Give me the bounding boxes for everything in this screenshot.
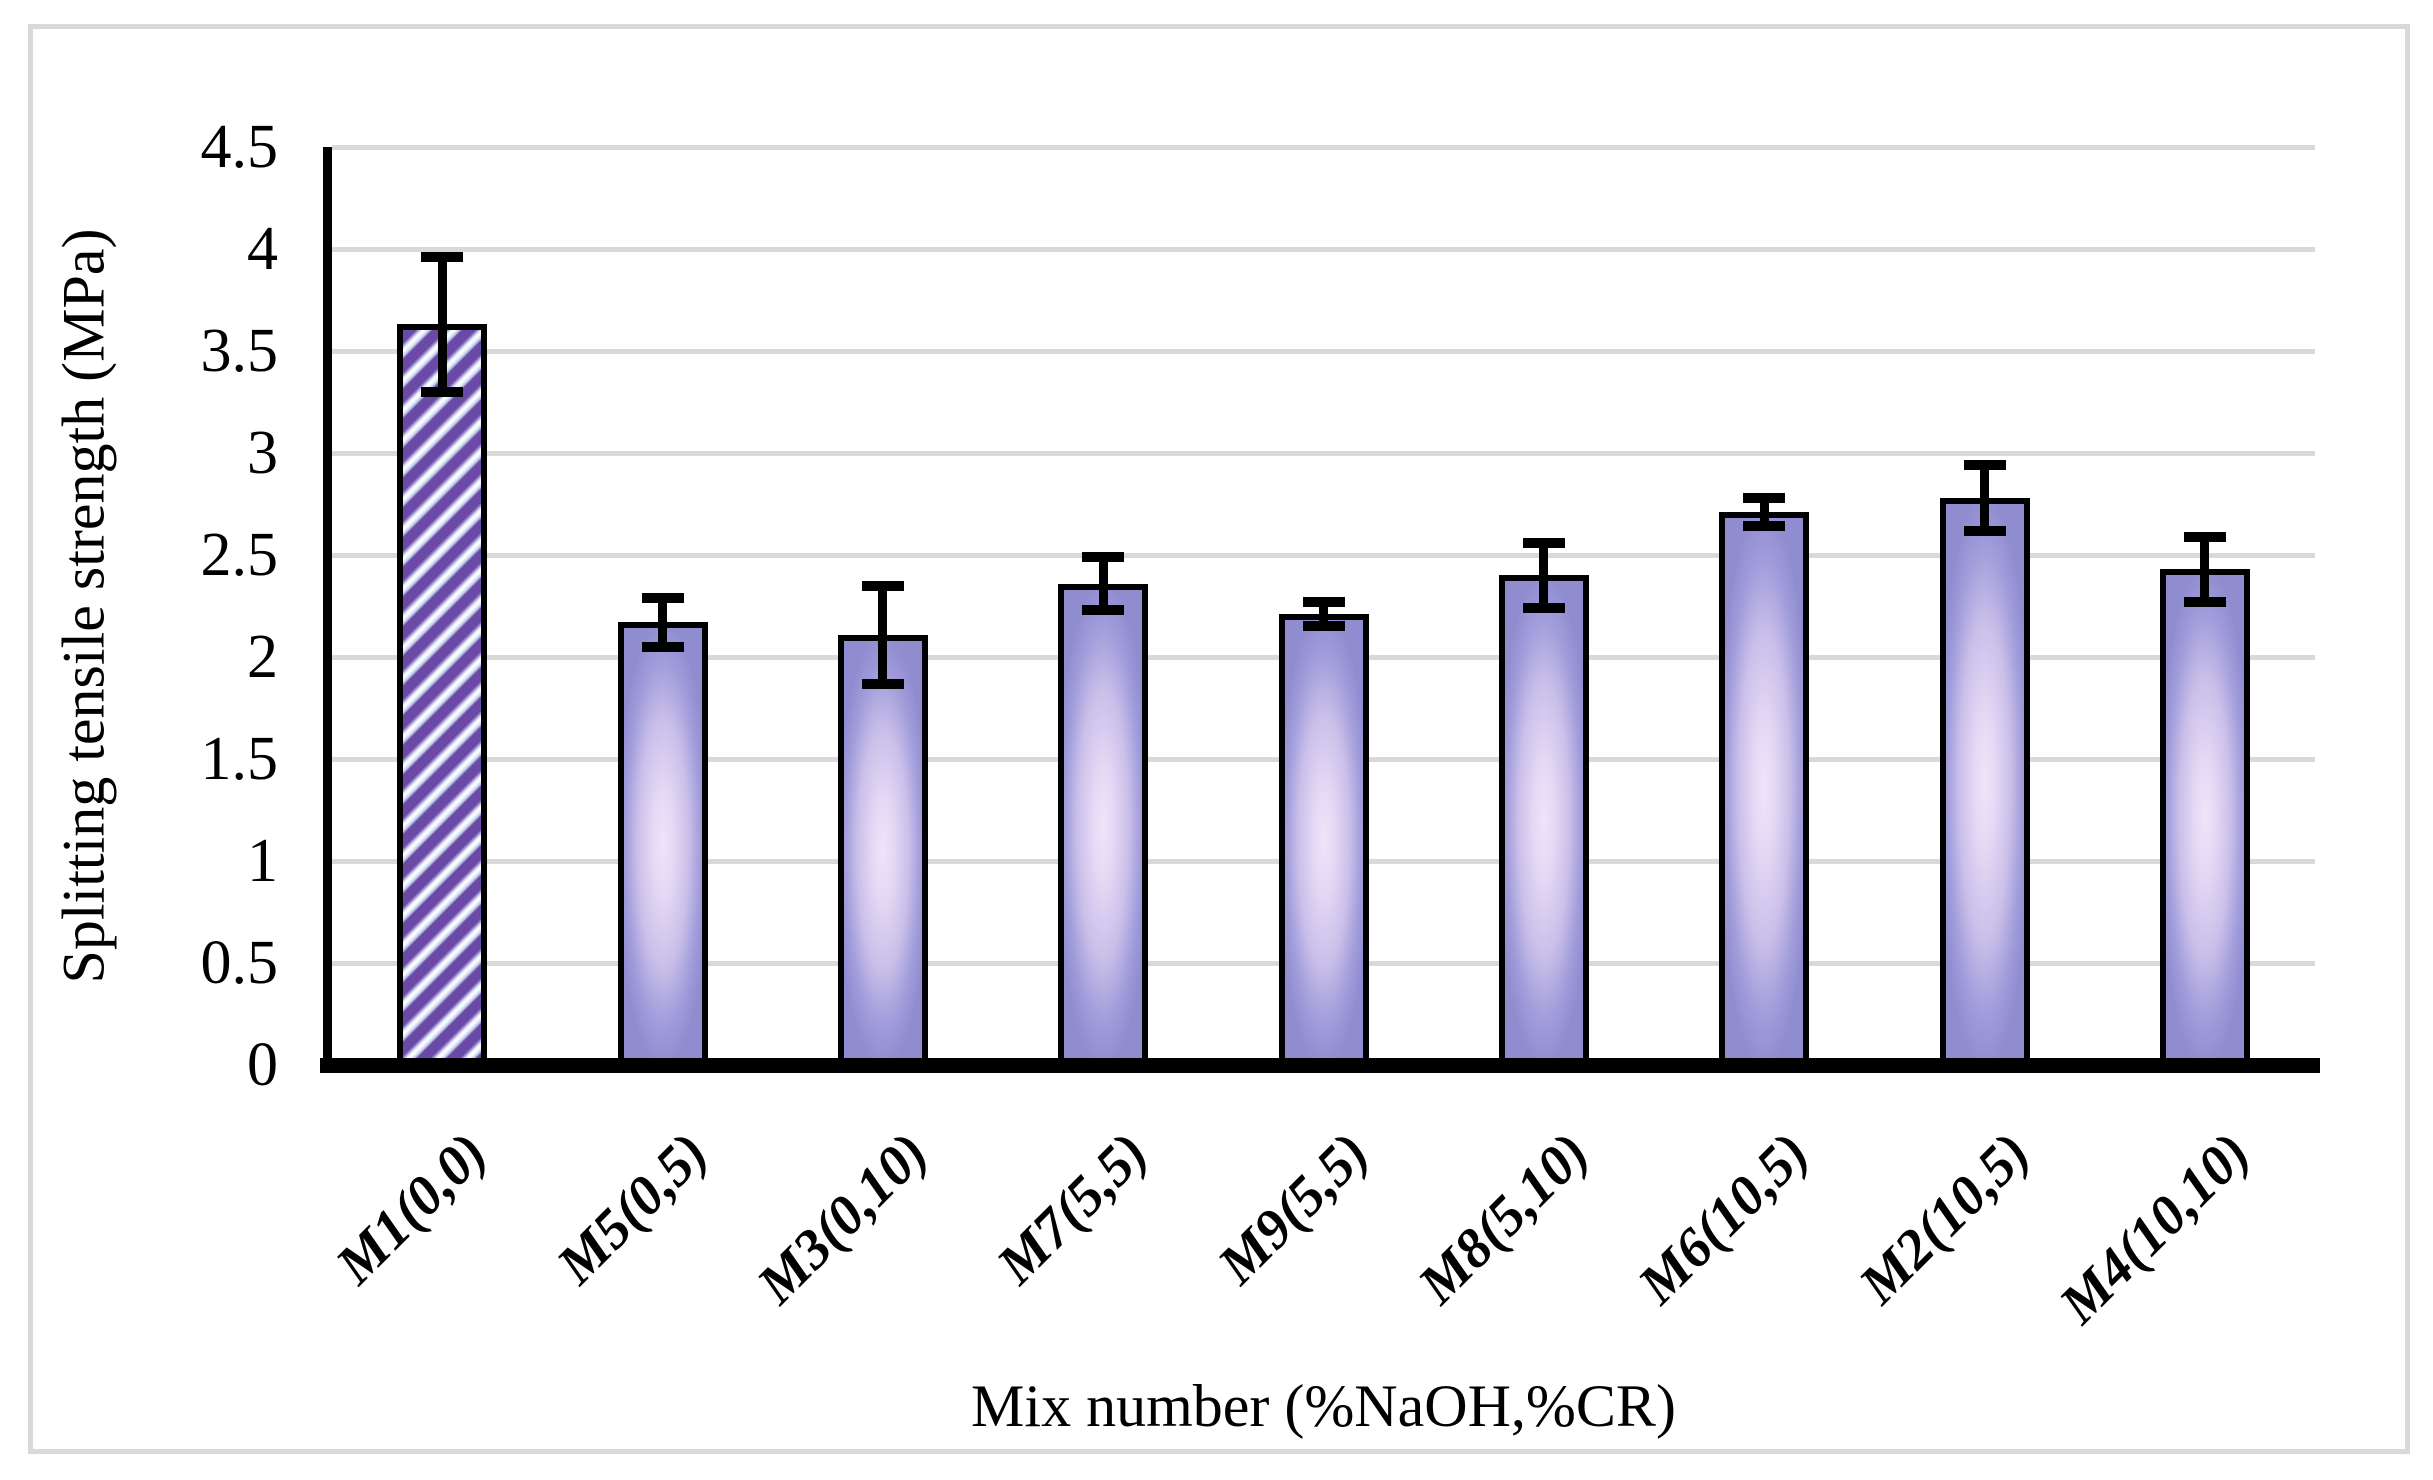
gridline (332, 247, 2315, 252)
y-axis-line (323, 147, 332, 1072)
bar-M3(0,10) (837, 634, 928, 1065)
error-bar-cap-bottom (421, 386, 464, 397)
y-tick-label: 1 (247, 827, 278, 895)
y-tick-label: 0 (247, 1031, 278, 1099)
error-bar-stem (437, 257, 447, 392)
error-bar-stem (878, 585, 888, 684)
error-bar-cap-top (1522, 537, 1565, 548)
error-bar-cap-top (861, 580, 904, 591)
bar-M6(10,5) (1719, 512, 1810, 1065)
gridline (332, 349, 2315, 354)
error-bar-cap-top (1963, 460, 2006, 471)
error-bar-cap-top (1743, 492, 1786, 503)
error-bar-cap-bottom (641, 641, 684, 652)
error-bar-stem (658, 597, 667, 647)
error-bar-cap-bottom (1302, 621, 1345, 632)
error-bar-cap-bottom (1082, 605, 1125, 616)
gridline (332, 553, 2315, 558)
gridline (332, 145, 2315, 150)
bar-M7(5,5) (1058, 583, 1149, 1065)
y-tick-label: 2.5 (200, 521, 279, 589)
error-bar-cap-bottom (2183, 596, 2226, 607)
bar-M4(10,10) (2159, 569, 2250, 1065)
error-bar-cap-bottom (861, 678, 904, 689)
bar-M1(0,0) (397, 324, 488, 1065)
error-bar-cap-top (2183, 531, 2226, 542)
y-tick-label: 4 (247, 215, 278, 283)
bar-M9(5,5) (1278, 614, 1369, 1065)
error-bar-cap-bottom (1522, 603, 1565, 614)
error-bar-stem (2200, 536, 2210, 602)
error-bar-cap-top (1082, 552, 1125, 563)
y-tick-label: 0.5 (200, 929, 279, 997)
gridline (332, 451, 2315, 456)
error-bar-stem (1759, 497, 1769, 527)
error-bar-cap-top (1302, 596, 1345, 607)
error-bar-stem (1980, 465, 1989, 531)
bar-M2(10,5) (1939, 497, 2030, 1065)
error-bar-cap-top (421, 252, 464, 263)
bar-M5(0,5) (617, 622, 708, 1065)
y-tick-label: 1.5 (200, 725, 279, 793)
y-axis-title: Splitting tensile strength (MPa) (44, 147, 124, 1065)
y-tick-label: 4.5 (200, 113, 279, 181)
error-bar-stem (1539, 542, 1549, 609)
error-bar-cap-top (641, 592, 684, 603)
y-tick-label: 2 (247, 623, 278, 691)
x-axis-line (320, 1058, 2320, 1073)
error-bar-stem (1319, 601, 1328, 627)
error-bar-stem (1098, 557, 1108, 611)
y-tick-label: 3.5 (200, 317, 279, 385)
error-bar-cap-bottom (1963, 525, 2006, 536)
x-axis-title: Mix number (%NaOH,%CR) (971, 1373, 1676, 1439)
bar-M8(5,10) (1498, 575, 1589, 1065)
plot-area (320, 145, 2320, 1073)
y-tick-label: 3 (247, 419, 278, 487)
error-bar-cap-bottom (1743, 521, 1786, 532)
